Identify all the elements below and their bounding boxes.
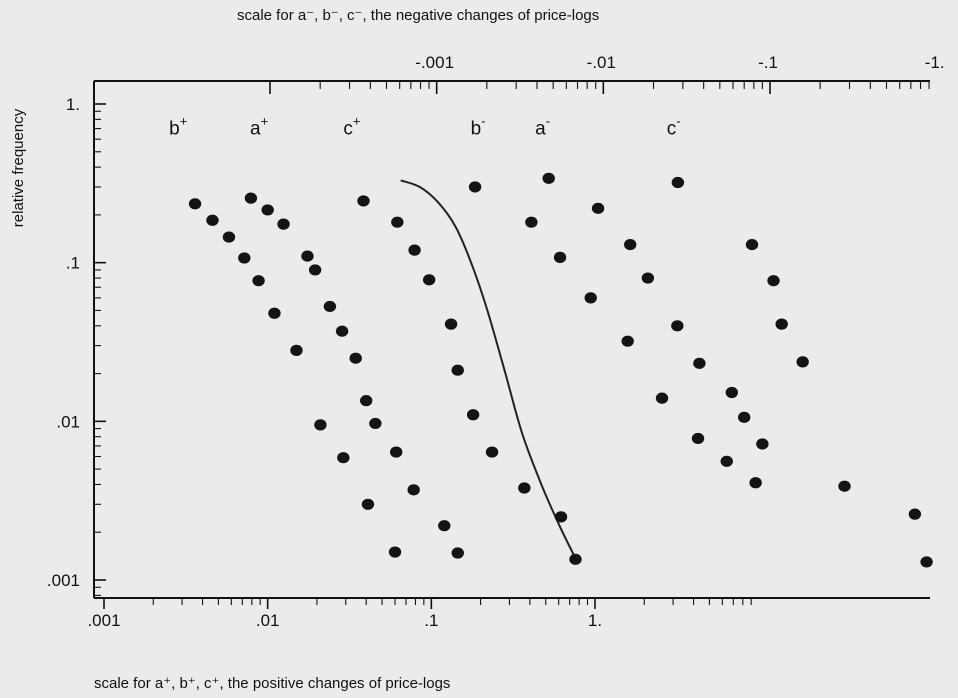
data-point-a-minus xyxy=(756,438,769,450)
data-point-b-plus xyxy=(314,419,327,431)
data-point-b-plus xyxy=(290,344,303,356)
bottom-tick-label: .01 xyxy=(256,611,280,630)
series-label-c-plus: c+ xyxy=(343,114,360,140)
data-point-a-minus xyxy=(671,320,684,332)
data-point-b-plus xyxy=(268,307,281,319)
data-point-c-plus xyxy=(466,409,480,421)
data-point-c-plus xyxy=(357,195,370,207)
bottom-axis-title: scale for a⁺, b⁺, c⁺, the positive chang… xyxy=(94,675,450,692)
data-point-a-minus xyxy=(542,172,555,184)
data-point-c-plus xyxy=(407,484,420,496)
data-point-a-minus xyxy=(591,202,605,214)
data-point-c-plus xyxy=(485,446,499,458)
top-tick-label: -.1 xyxy=(758,53,778,72)
data-point-b-minus xyxy=(553,251,567,263)
data-point-b-minus xyxy=(691,432,705,445)
data-point-c-plus xyxy=(361,498,375,510)
data-point-c-minus xyxy=(908,508,922,520)
top-tick-label: -1. xyxy=(925,53,945,72)
bottom-tick-label: .001 xyxy=(87,611,120,630)
top-tick-label: -.001 xyxy=(415,53,454,72)
data-point-b-plus xyxy=(206,214,219,226)
data-point-a-plus xyxy=(277,218,290,230)
data-point-c-plus xyxy=(569,553,582,565)
data-point-c-plus xyxy=(518,482,531,494)
data-point-a-minus xyxy=(641,272,655,284)
data-point-c-plus xyxy=(451,364,464,376)
data-point-a-plus xyxy=(323,300,337,313)
data-point-b-minus xyxy=(655,392,669,404)
data-point-c-minus xyxy=(920,556,933,568)
y-axis-title: relative frequency xyxy=(10,108,27,227)
data-point-b-plus xyxy=(238,252,251,264)
data-point-b-plus xyxy=(222,231,236,243)
data-point-c-minus xyxy=(838,480,851,492)
data-point-c-plus xyxy=(389,446,403,458)
bottom-tick-label: .1 xyxy=(424,611,438,630)
data-point-b-minus xyxy=(749,477,762,489)
data-point-c-plus xyxy=(451,547,464,559)
series-label-a-minus: a- xyxy=(535,114,550,140)
data-point-a-plus xyxy=(244,192,258,204)
y-tick-label: .1 xyxy=(66,254,80,273)
y-tick-label: 1. xyxy=(66,95,80,114)
data-point-c-plus xyxy=(408,244,421,256)
data-point-a-plus xyxy=(369,417,382,430)
data-point-a-plus xyxy=(261,204,274,216)
data-point-a-plus xyxy=(308,264,322,276)
data-point-c-plus xyxy=(554,511,568,523)
series-label-a-plus: a+ xyxy=(250,114,268,140)
data-point-b-plus xyxy=(188,198,202,210)
series-label-b-plus: b+ xyxy=(169,114,187,140)
data-point-b-plus xyxy=(252,275,265,287)
fitted-curve xyxy=(400,179,579,563)
data-point-a-plus xyxy=(349,352,362,364)
data-point-c-plus xyxy=(444,318,458,330)
data-point-a-minus xyxy=(737,411,751,423)
data-point-a-minus xyxy=(725,386,739,399)
data-point-b-minus xyxy=(525,216,538,228)
y-tick-label: .001 xyxy=(47,571,80,590)
data-point-c-plus xyxy=(438,520,451,532)
data-point-a-plus xyxy=(335,325,349,337)
data-point-a-plus xyxy=(360,395,373,407)
data-point-a-plus xyxy=(301,250,314,262)
data-point-b-minus xyxy=(584,292,597,304)
data-point-b-minus xyxy=(720,455,733,467)
data-point-c-plus xyxy=(388,546,402,558)
data-point-b-plus xyxy=(337,452,350,464)
series-label-b-minus: b- xyxy=(471,114,486,140)
data-point-c-minus xyxy=(671,176,685,189)
data-point-c-minus xyxy=(775,318,788,330)
data-point-c-plus xyxy=(391,216,404,228)
data-point-c-minus xyxy=(745,238,759,251)
data-point-a-minus xyxy=(693,357,706,369)
data-point-b-minus xyxy=(468,181,482,193)
data-point-b-minus xyxy=(621,335,634,347)
top-axis-title: scale for a⁻, b⁻, c⁻, the negative chang… xyxy=(237,7,599,24)
bottom-tick-label: 1. xyxy=(588,611,602,630)
top-tick-label: -.01 xyxy=(587,53,616,72)
data-point-a-minus xyxy=(624,238,637,251)
data-point-c-plus xyxy=(422,274,436,286)
y-tick-label: .01 xyxy=(56,412,80,431)
data-point-c-minus xyxy=(767,275,780,287)
series-label-c-minus: c- xyxy=(667,114,681,140)
data-point-c-minus xyxy=(796,356,809,368)
